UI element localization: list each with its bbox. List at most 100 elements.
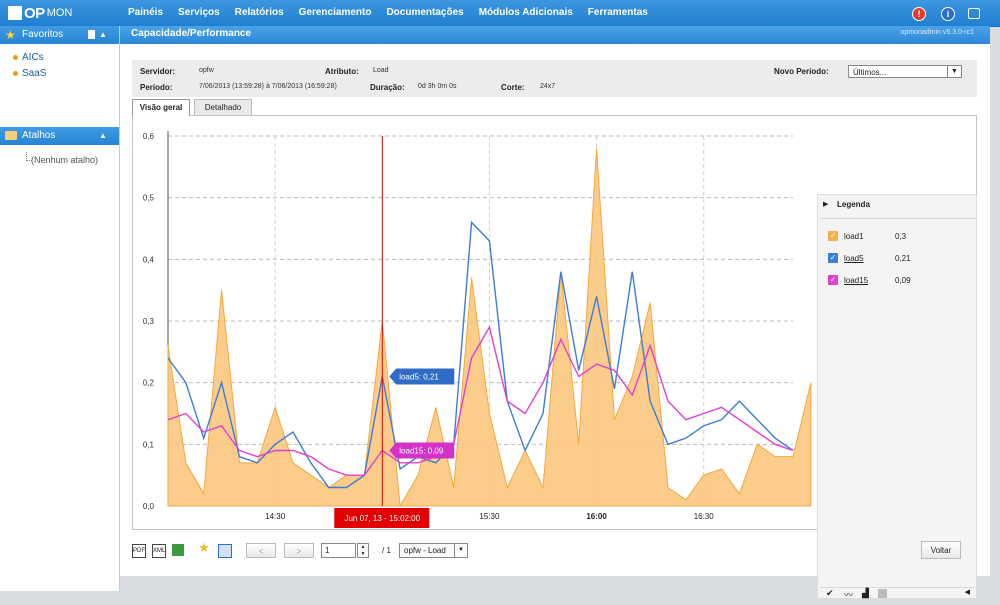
panel-header: Capacidade/Performance opmonadmin v5.3.0… <box>120 26 990 44</box>
y-tick-label: 0,1 <box>143 440 155 449</box>
voltar-button[interactable]: Voltar <box>921 541 961 559</box>
user-version: opmonadmin v5.3.0-rc1 <box>900 29 974 36</box>
bullet-icon <box>13 71 18 76</box>
tooltip-load5 <box>389 368 455 385</box>
legend-title: Legenda <box>837 200 870 209</box>
atalhos-header[interactable]: Atalhos ▲ <box>0 127 119 145</box>
periodo-label: Período: <box>140 83 173 92</box>
check-all-icon[interactable]: ✔ <box>826 588 834 598</box>
series-line-load5[interactable] <box>167 220 794 489</box>
y-tick-label: 0,5 <box>143 194 155 203</box>
checkbox-icon[interactable]: ✓ <box>828 253 838 263</box>
favorite-label: AICs <box>22 52 44 63</box>
atributo-value: Load <box>373 67 389 74</box>
logo-square-icon <box>8 6 22 20</box>
tree-connector-icon <box>26 152 32 161</box>
menu-relatorios[interactable]: Relatórios <box>234 7 284 18</box>
tab-detalhado[interactable]: Detalhado <box>194 99 252 115</box>
top-bar: OP MON Painéis Serviços Relatórios Geren… <box>0 0 1000 27</box>
page-stepper[interactable]: ▲ ▼ <box>357 543 369 558</box>
menu-ferramentas[interactable]: Ferramentas <box>587 7 648 18</box>
zoom-icon[interactable] <box>878 589 887 598</box>
atalhos-label: Atalhos <box>22 130 56 141</box>
opmon-logo[interactable]: OP MON <box>8 5 73 22</box>
collapse-left-icon[interactable]: ◀ <box>964 589 970 596</box>
favoritos-header[interactable]: ★ Favoritos ▲ <box>0 26 119 44</box>
next-page-button[interactable]: > <box>284 543 314 558</box>
pdf-export-icon[interactable]: PDF <box>132 544 146 558</box>
legend-value: 0,21 <box>895 254 911 263</box>
collapse-up-icon[interactable]: ▲ <box>99 30 107 39</box>
series-area-load1[interactable] <box>167 148 812 508</box>
menu-servicos[interactable]: Serviços <box>178 7 220 18</box>
graph-select-value: opfw - Load <box>404 546 446 555</box>
chevron-down-icon: ▼ <box>947 66 961 77</box>
series-line-load15[interactable] <box>167 325 794 476</box>
logo-mon: MON <box>46 7 73 19</box>
favorite-item-saas[interactable]: SaaS <box>13 68 47 79</box>
y-tick-label: 0,2 <box>143 379 155 388</box>
sidebar: ★ Favoritos ▲ AICs SaaS Atalhos ▲ (Nenhu… <box>0 26 120 591</box>
page-input[interactable]: 1 <box>321 543 356 558</box>
menu-gerenciamento[interactable]: Gerenciamento <box>298 7 372 18</box>
bar-chart-icon[interactable]: ▟ <box>862 588 869 598</box>
corte-value: 24x7 <box>540 83 556 90</box>
line-chart-icon[interactable]: 〰 <box>844 590 854 600</box>
bullet-icon <box>13 55 18 60</box>
menu-documentacoes[interactable]: Documentações <box>386 7 464 18</box>
atalhos-empty: (Nenhum atalho) <box>31 155 99 165</box>
alert-icon[interactable]: ! <box>912 7 926 21</box>
legend-panel: ▶ Legenda ✓ load1 0,3 ✓ load5 0,21 ✓ loa… <box>817 194 977 600</box>
info-box: Servidor: opfw Atributo: Load Período: 7… <box>132 60 977 97</box>
main-menu: Painéis Serviços Relatórios Gerenciament… <box>128 0 663 26</box>
collapse-up-icon[interactable]: ▲ <box>99 131 107 140</box>
tab-visao-geral[interactable]: Visão geral <box>132 99 190 116</box>
prev-page-button[interactable]: < <box>246 543 276 558</box>
image-export-icon[interactable] <box>172 544 184 556</box>
page-title: Capacidade/Performance <box>131 28 252 39</box>
tooltip-text-load15: load15: 0,09 <box>399 447 444 456</box>
x-tick-label: 16:30 <box>694 512 715 521</box>
checkbox-icon[interactable]: ✓ <box>828 231 838 241</box>
main-content: Servidor: opfw Atributo: Load Período: 7… <box>120 44 990 600</box>
legend-name[interactable]: load15 <box>844 276 869 285</box>
period-select[interactable]: Últimos... ▼ <box>848 65 962 78</box>
tooltip-load15 <box>389 442 455 459</box>
checkbox-icon[interactable]: ✓ <box>828 275 838 285</box>
tooltip-text-load5: load5: 0,21 <box>399 373 439 382</box>
favorite-item-aics[interactable]: AICs <box>13 52 44 63</box>
xml-export-icon[interactable]: XML <box>152 544 166 558</box>
y-tick-label: 0,0 <box>143 502 155 511</box>
graph-select[interactable]: opfw - Load ▼ <box>399 543 468 558</box>
chart-svg[interactable]: 0,0 0,1 0,2 0,3 0,4 0,5 0,6 14:30 15:30 16:00 16:3… <box>133 116 976 529</box>
legend-value: 0,3 <box>895 232 907 241</box>
chevron-down-icon: ▼ <box>454 544 467 557</box>
atributo-label: Atributo: <box>325 67 359 76</box>
page-value: 1 <box>325 546 330 555</box>
duracao-value: 0d 3h 0m 0s <box>418 83 457 90</box>
fullscreen-icon[interactable] <box>968 8 980 19</box>
page-total: / 1 <box>382 546 391 555</box>
calendar-icon[interactable] <box>218 544 232 558</box>
cursor-time-box <box>334 508 430 528</box>
menu-modulos-adicionais[interactable]: Módulos Adicionais <box>478 7 573 18</box>
star-icon: ★ <box>5 28 16 42</box>
y-tick-label: 0,6 <box>143 132 155 141</box>
x-tick-label: 14:30 <box>265 512 286 521</box>
servidor-label: Servidor: <box>140 67 176 76</box>
favorite-label: SaaS <box>22 68 47 79</box>
legend-value: 0,09 <box>895 276 911 285</box>
info-icon[interactable]: i <box>941 7 955 21</box>
star-favorite-icon[interactable]: ★ <box>198 540 210 555</box>
menu-paineis[interactable]: Painéis <box>128 7 164 18</box>
legend-name[interactable]: load5 <box>844 254 864 263</box>
cursor-time-label: Jun 07, 13 - 15:02:00 <box>344 514 420 523</box>
servidor-value: opfw <box>199 67 214 74</box>
favoritos-edit-icon[interactable] <box>88 30 95 39</box>
duracao-label: Duração: <box>370 83 405 92</box>
legend-expand-icon[interactable]: ▶ <box>823 201 829 208</box>
corte-label: Corte: <box>501 83 525 92</box>
y-tick-label: 0,3 <box>143 317 155 326</box>
periodo-value: 7/06/2013 (13:59:28) à 7/06/2013 (16:59:… <box>199 83 337 90</box>
y-tick-label: 0,4 <box>143 255 155 264</box>
